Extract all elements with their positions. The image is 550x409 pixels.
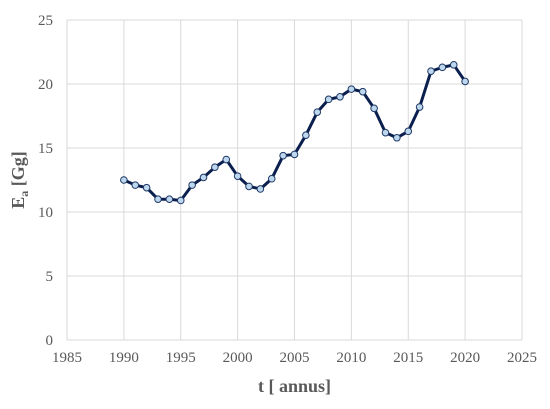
tick-labels: 1985 1990 1995 2000 2005 2010 2015 2020 20250510… — [38, 13, 537, 366]
data-point — [267, 174, 276, 183]
data-point — [211, 163, 219, 171]
data-point — [393, 133, 401, 142]
data-point — [279, 151, 287, 160]
x-tick-label: 2015 — [393, 350, 423, 366]
data-point — [415, 103, 424, 111]
data-point — [313, 108, 322, 116]
data-point — [290, 150, 299, 159]
data-point — [438, 63, 447, 72]
x-tick-label: 2025 — [507, 350, 537, 366]
data-point — [324, 95, 333, 104]
y-tick-label: 0 — [46, 333, 54, 349]
data-point — [188, 181, 196, 189]
y-tick-label: 20 — [38, 77, 53, 93]
data-point — [347, 85, 356, 93]
x-tick-label: 2000 — [223, 350, 253, 366]
data-point — [302, 131, 310, 139]
data-point — [256, 185, 265, 193]
y-axis-title-unit: [Gg] — [8, 151, 28, 191]
x-tick-label: 1985 — [52, 350, 82, 366]
y-axis-title-subscript: a — [17, 191, 31, 197]
y-tick-label: 5 — [46, 269, 54, 285]
y-tick-label: 25 — [38, 13, 53, 29]
y-tick-label: 10 — [38, 205, 53, 221]
data-point — [461, 77, 469, 86]
data-point — [142, 183, 151, 192]
data-series — [120, 61, 469, 205]
data-point — [404, 127, 413, 136]
x-tick-label: 2020 — [450, 350, 480, 366]
data-point — [358, 87, 367, 96]
data-point — [120, 176, 128, 184]
data-point — [233, 172, 242, 180]
data-point — [427, 67, 435, 75]
data-point — [222, 155, 231, 164]
x-tick-label: 2010 — [336, 350, 366, 366]
x-tick-label: 1990 — [109, 350, 139, 366]
data-point — [131, 181, 140, 189]
data-point — [370, 104, 378, 113]
data-point — [449, 61, 458, 69]
data-point — [381, 128, 390, 137]
data-point — [199, 173, 208, 182]
y-axis-title: Ea [Gg] — [8, 151, 31, 209]
data-point — [336, 93, 344, 101]
data-point — [154, 195, 162, 203]
x-tick-label: 2005 — [280, 350, 310, 366]
data-point — [176, 196, 185, 205]
data-point — [245, 182, 253, 191]
gridlines — [66, 19, 523, 341]
y-tick-label: 15 — [38, 141, 53, 157]
data-point — [165, 195, 174, 203]
x-tick-label: 1995 — [166, 350, 196, 366]
y-axis-title-main: E — [8, 197, 28, 209]
x-axis-title: t [ annus] — [258, 376, 331, 396]
